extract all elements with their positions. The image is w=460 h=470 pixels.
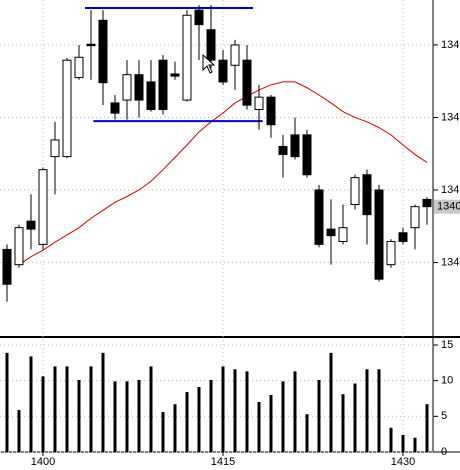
volume-bar [149, 366, 153, 452]
volume-bar [269, 394, 273, 452]
candle-body [398, 232, 408, 242]
y-tick-label: 5 [441, 410, 447, 422]
candle-body [386, 240, 396, 266]
candle-body [122, 74, 132, 101]
candle-body [158, 59, 168, 110]
volume-bar [185, 392, 189, 452]
x-tick-label: 1415 [211, 456, 235, 468]
volume-bar [341, 394, 345, 452]
x-tick-label: 1400 [31, 456, 55, 468]
candle-body [314, 189, 324, 245]
volume-bar [65, 366, 69, 452]
candle-body [230, 44, 240, 66]
last-price-box [434, 199, 460, 214]
volume-bar [317, 379, 321, 452]
volume-bar [197, 387, 201, 452]
candle-body [182, 14, 192, 101]
candle-body [50, 139, 60, 158]
volume-bar [221, 366, 225, 452]
candle-body [146, 81, 156, 110]
candle-body [110, 102, 120, 114]
volume-bar [29, 356, 33, 452]
volume-bar [425, 404, 429, 452]
volume-bar [401, 434, 405, 452]
candle-body [350, 177, 360, 205]
volume-bar [113, 381, 117, 452]
volume-bar [77, 379, 81, 452]
candle-body [98, 19, 108, 84]
volume-bar [5, 352, 9, 452]
candle-body [374, 189, 384, 280]
volume-bar [365, 369, 369, 452]
volume-bar [233, 369, 237, 452]
volume-bar [173, 404, 177, 452]
candle-body [2, 248, 12, 285]
candle-body [290, 134, 300, 158]
volume-bar [293, 371, 297, 452]
volume-bar [245, 371, 249, 452]
volume-bar [125, 381, 129, 452]
candle-body [206, 29, 216, 61]
moving-average [18, 81, 428, 266]
y-tick-label: 15 [441, 339, 453, 351]
candle-body [62, 59, 72, 158]
y-tick-label: 0 [441, 446, 447, 458]
volume-bar [161, 412, 165, 452]
candle-body [74, 56, 84, 79]
volume-bar [413, 437, 417, 452]
candle-body [38, 169, 48, 245]
candle-body [266, 96, 276, 126]
last-price-label: 1340 [437, 201, 460, 213]
candle-body [254, 96, 264, 110]
candle-body [410, 206, 420, 229]
candle-body [422, 198, 432, 208]
candle-body [194, 9, 204, 26]
volume-bar [281, 381, 285, 452]
candle-body [86, 43, 96, 47]
y-tick-label: 10 [441, 375, 453, 387]
y-tick-label: 1340 [441, 256, 460, 268]
volume-bar [353, 383, 357, 452]
volume-bar [17, 409, 21, 452]
candle-body [134, 74, 144, 101]
x-tick-label: 1430 [391, 456, 415, 468]
volume-bar [209, 379, 213, 452]
volume-bar [389, 427, 393, 452]
candle-body [362, 174, 372, 216]
candle-body [278, 145, 288, 155]
candle-body [326, 228, 336, 237]
candle-body [338, 227, 348, 242]
volume-bar [41, 376, 45, 452]
volume-bar [89, 366, 93, 452]
candle-body [302, 134, 312, 176]
volume-bar [137, 379, 141, 452]
y-tick-label: 1342 [441, 111, 460, 123]
candle-body [242, 59, 252, 106]
volume-bar [101, 352, 105, 452]
volume-bar [329, 352, 333, 452]
candle-body [14, 227, 24, 266]
y-tick-label: 1343 [441, 39, 460, 51]
volume-bar [377, 369, 381, 452]
volume-bar [257, 402, 261, 452]
volume-bar [305, 414, 309, 452]
candle-body [170, 73, 180, 77]
volume-bar [53, 366, 57, 452]
candle-body [218, 59, 228, 83]
candle-body [26, 220, 36, 230]
cursor [202, 53, 216, 74]
